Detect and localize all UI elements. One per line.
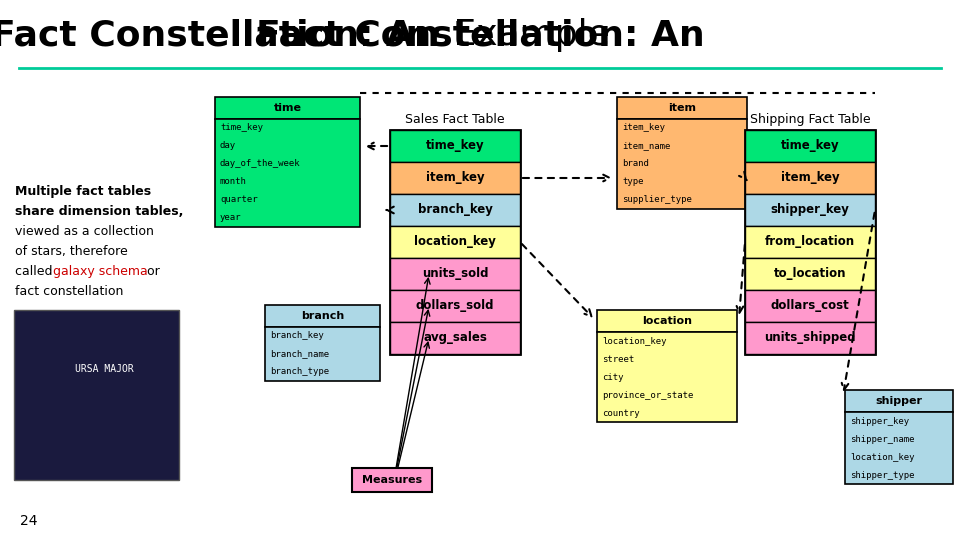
Text: time: time xyxy=(274,103,301,113)
Text: item_key: item_key xyxy=(780,172,839,185)
Bar xyxy=(352,468,432,492)
Text: type: type xyxy=(622,178,643,186)
Text: Sales Fact Table: Sales Fact Table xyxy=(405,113,505,126)
Bar xyxy=(390,130,520,354)
Bar xyxy=(390,258,520,290)
Bar xyxy=(265,327,380,381)
Text: country: country xyxy=(602,408,639,417)
Text: month: month xyxy=(220,178,247,186)
Text: branch_type: branch_type xyxy=(270,368,329,376)
Text: of stars, therefore: of stars, therefore xyxy=(15,245,128,258)
Text: branch: branch xyxy=(300,311,344,321)
Text: shipper_key: shipper_key xyxy=(850,416,909,426)
Bar xyxy=(617,119,747,209)
Text: shipper_name: shipper_name xyxy=(850,435,915,443)
Text: time_key: time_key xyxy=(220,124,263,132)
Text: from_location: from_location xyxy=(765,235,855,248)
Bar xyxy=(390,194,520,226)
Text: location_key: location_key xyxy=(414,235,496,248)
Text: 24: 24 xyxy=(20,514,37,528)
Bar xyxy=(617,97,747,119)
Text: province_or_state: province_or_state xyxy=(602,390,693,400)
Text: share dimension tables,: share dimension tables, xyxy=(15,205,183,218)
Text: shipper_key: shipper_key xyxy=(771,204,850,217)
Bar xyxy=(745,290,875,322)
Bar xyxy=(14,310,179,480)
Text: dollars_cost: dollars_cost xyxy=(771,300,850,313)
Text: or: or xyxy=(143,265,159,278)
Bar xyxy=(390,226,520,258)
Text: to_location: to_location xyxy=(774,267,847,280)
Text: fact constellation: fact constellation xyxy=(15,285,124,298)
Text: street: street xyxy=(602,354,635,363)
Text: item_key: item_key xyxy=(622,124,665,132)
Text: branch_key: branch_key xyxy=(270,332,324,341)
Text: Example: Example xyxy=(442,18,610,52)
Text: year: year xyxy=(220,213,242,222)
Text: time_key: time_key xyxy=(780,139,839,152)
Text: branch_name: branch_name xyxy=(270,349,329,359)
Text: Fact Constellation: An Example: Fact Constellation: An Example xyxy=(200,18,760,52)
Text: branch_key: branch_key xyxy=(418,204,492,217)
Bar xyxy=(745,162,875,194)
Text: viewed as a collection: viewed as a collection xyxy=(15,225,154,238)
Bar xyxy=(745,194,875,226)
Text: time_key: time_key xyxy=(425,139,484,152)
Bar xyxy=(597,332,737,422)
Text: day_of_the_week: day_of_the_week xyxy=(220,159,300,168)
Text: Fact Constellation: An: Fact Constellation: An xyxy=(255,18,705,52)
Text: brand: brand xyxy=(622,159,649,168)
Text: location_key: location_key xyxy=(602,336,666,346)
Text: shipper_type: shipper_type xyxy=(850,470,915,480)
Text: city: city xyxy=(602,373,623,381)
Bar xyxy=(265,305,380,327)
Bar xyxy=(745,130,875,354)
Bar xyxy=(597,310,737,332)
Bar xyxy=(745,226,875,258)
Text: item_key: item_key xyxy=(425,172,484,185)
Text: day: day xyxy=(220,141,236,151)
Text: called: called xyxy=(15,265,57,278)
Bar xyxy=(845,390,953,412)
Text: Fact Constellation: An: Fact Constellation: An xyxy=(0,18,440,52)
Text: URSA MAJOR: URSA MAJOR xyxy=(76,364,134,375)
Text: galaxy schema: galaxy schema xyxy=(53,265,148,278)
Bar xyxy=(745,322,875,354)
Bar xyxy=(745,130,875,162)
Bar xyxy=(215,97,360,119)
Text: item_name: item_name xyxy=(622,141,670,151)
Bar xyxy=(390,290,520,322)
Text: item: item xyxy=(668,103,696,113)
Bar xyxy=(390,162,520,194)
Text: Measures: Measures xyxy=(362,475,422,485)
Bar xyxy=(390,322,520,354)
Text: quarter: quarter xyxy=(220,195,257,205)
Text: location: location xyxy=(642,316,692,326)
Text: supplier_type: supplier_type xyxy=(622,195,692,205)
Text: Shipping Fact Table: Shipping Fact Table xyxy=(750,113,871,126)
Bar xyxy=(845,412,953,484)
Text: dollars_sold: dollars_sold xyxy=(416,300,494,313)
Text: avg_sales: avg_sales xyxy=(423,332,487,345)
Text: units_sold: units_sold xyxy=(421,267,489,280)
Bar xyxy=(390,130,520,162)
Text: location_key: location_key xyxy=(850,453,915,462)
Text: Multiple fact tables: Multiple fact tables xyxy=(15,185,151,198)
Bar xyxy=(745,258,875,290)
Text: units_shipped: units_shipped xyxy=(764,332,855,345)
Text: shipper: shipper xyxy=(876,396,923,406)
Bar xyxy=(215,119,360,227)
